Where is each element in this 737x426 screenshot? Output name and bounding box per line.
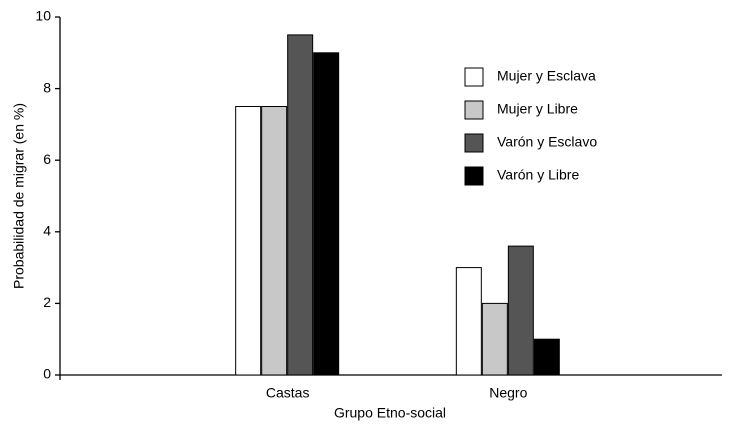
y-tick-label: 0: [43, 366, 51, 382]
y-tick-label: 6: [43, 151, 51, 167]
x-tick-label: Castas: [266, 385, 310, 401]
legend-label: Mujer y Libre: [497, 101, 578, 117]
legend-swatch: [464, 100, 484, 120]
y-tick-label: 2: [43, 294, 51, 310]
y-axis-label: Probabilidad de migrar (en %): [11, 103, 27, 289]
y-tick-label: 8: [43, 79, 51, 95]
bar: [455, 267, 482, 376]
bar: [533, 338, 560, 376]
legend-swatch: [464, 133, 484, 153]
y-tick-label: 4: [43, 223, 51, 239]
legend-label: Varón y Libre: [497, 167, 579, 183]
y-tick-label: 10: [35, 8, 51, 24]
x-axis-label: Grupo Etno-social: [334, 405, 446, 421]
legend-swatch: [464, 166, 484, 186]
legend-label: Varón y Esclavo: [497, 134, 597, 150]
bar: [481, 302, 508, 376]
bar: [287, 34, 314, 376]
legend-swatch: [464, 67, 484, 87]
legend-label: Mujer y Esclava: [497, 68, 596, 84]
bar: [507, 245, 534, 376]
bar: [313, 52, 340, 376]
bar: [261, 106, 288, 376]
bar: [235, 106, 262, 376]
x-tick-label: Negro: [489, 385, 527, 401]
